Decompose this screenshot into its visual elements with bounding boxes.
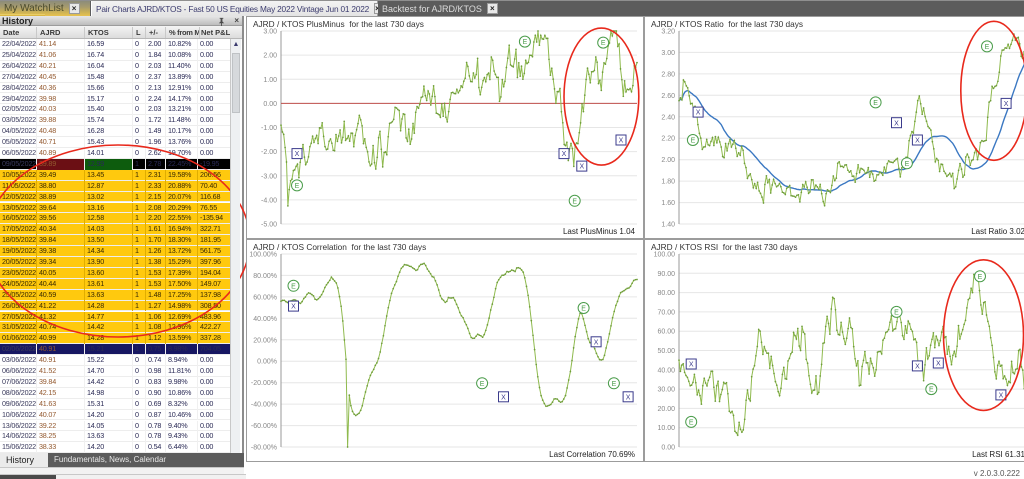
svg-text:-5.00: -5.00 — [261, 222, 277, 229]
svg-text:90.00: 90.00 — [657, 271, 675, 278]
svg-text:1.40: 1.40 — [661, 222, 675, 229]
svg-text:Last Ratio 3.02: Last Ratio 3.02 — [971, 227, 1024, 236]
svg-text:E: E — [523, 39, 528, 46]
svg-text:50.00: 50.00 — [657, 348, 675, 355]
svg-text:X: X — [999, 393, 1004, 400]
svg-text:E: E — [691, 138, 696, 145]
svg-text:X: X — [562, 151, 567, 158]
svg-text:Last Correlation 70.69%: Last Correlation 70.69% — [549, 450, 635, 459]
svg-text:X: X — [579, 164, 584, 171]
svg-text:2.60: 2.60 — [661, 93, 675, 100]
svg-text:3.00: 3.00 — [263, 29, 277, 36]
svg-text:0.00: 0.00 — [263, 101, 277, 108]
svg-text:E: E — [581, 306, 586, 313]
svg-text:X: X — [936, 361, 941, 368]
svg-text:X: X — [915, 364, 920, 371]
svg-text:X: X — [626, 394, 631, 401]
svg-text:Last PlusMinus 1.04: Last PlusMinus 1.04 — [563, 227, 636, 236]
svg-text:E: E — [291, 283, 296, 290]
svg-text:20.00: 20.00 — [657, 406, 675, 413]
svg-text:1.00: 1.00 — [263, 77, 277, 84]
svg-text:X: X — [295, 151, 300, 158]
svg-text:E: E — [894, 310, 899, 317]
svg-text:2.40: 2.40 — [661, 114, 675, 121]
svg-text:E: E — [873, 100, 878, 107]
svg-text:E: E — [905, 161, 910, 168]
svg-text:-4.00: -4.00 — [261, 197, 277, 204]
svg-text:80.00: 80.00 — [657, 290, 675, 297]
svg-text:AJRD / KTOS Ratio for the las: AJRD / KTOS Ratio for the last 730 days — [651, 19, 803, 29]
svg-text:E: E — [689, 420, 694, 427]
svg-text:100.00: 100.00 — [654, 252, 676, 259]
svg-text:2.80: 2.80 — [661, 71, 675, 78]
svg-text:E: E — [612, 381, 617, 388]
svg-text:0.00%: 0.00% — [257, 359, 277, 366]
svg-text:E: E — [480, 381, 485, 388]
svg-text:E: E — [601, 40, 606, 47]
svg-text:X: X — [619, 138, 624, 145]
svg-text:Last RSI 61.31: Last RSI 61.31 — [972, 450, 1024, 459]
svg-text:40.00: 40.00 — [657, 367, 675, 374]
svg-text:1.60: 1.60 — [661, 200, 675, 207]
svg-text:-1.00: -1.00 — [261, 125, 277, 132]
svg-text:X: X — [894, 120, 899, 127]
svg-text:20.00%: 20.00% — [253, 337, 277, 344]
svg-text:X: X — [696, 110, 701, 117]
svg-text:X: X — [291, 304, 296, 311]
svg-text:-3.00: -3.00 — [261, 173, 277, 180]
svg-text:E: E — [295, 183, 300, 190]
svg-text:X: X — [1004, 101, 1009, 108]
svg-text:80.00%: 80.00% — [253, 273, 277, 280]
svg-text:X: X — [501, 394, 506, 401]
svg-text:E: E — [929, 387, 934, 394]
svg-text:X: X — [689, 362, 694, 369]
svg-text:2.00: 2.00 — [263, 53, 277, 60]
svg-text:-40.00%: -40.00% — [251, 402, 277, 409]
svg-text:AJRD / KTOS RSI for the last: AJRD / KTOS RSI for the last 730 days — [651, 242, 797, 252]
svg-text:-80.00%: -80.00% — [251, 445, 277, 452]
svg-text:2.00: 2.00 — [661, 157, 675, 164]
svg-text:60.00%: 60.00% — [253, 294, 277, 301]
svg-text:1.80: 1.80 — [661, 179, 675, 186]
svg-text:2.20: 2.20 — [661, 136, 675, 143]
svg-text:-20.00%: -20.00% — [251, 380, 277, 387]
svg-text:30.00: 30.00 — [657, 387, 675, 394]
svg-text:-2.00: -2.00 — [261, 149, 277, 156]
svg-text:AJRD / KTOS Correlation for t: AJRD / KTOS Correlation for the last 730… — [253, 242, 426, 252]
svg-text:3.20: 3.20 — [661, 29, 675, 36]
svg-text:AJRD / KTOS PlusMinus for the: AJRD / KTOS PlusMinus for the last 730 d… — [253, 19, 424, 29]
svg-text:100.00%: 100.00% — [249, 252, 277, 259]
svg-text:40.00%: 40.00% — [253, 316, 277, 323]
svg-text:X: X — [915, 138, 920, 145]
svg-text:10.00: 10.00 — [657, 425, 675, 432]
svg-text:E: E — [572, 198, 577, 205]
svg-text:E: E — [978, 274, 983, 281]
svg-text:X: X — [594, 339, 599, 346]
svg-text:3.00: 3.00 — [661, 50, 675, 57]
svg-text:0.00: 0.00 — [661, 445, 675, 452]
svg-text:70.00: 70.00 — [657, 309, 675, 316]
svg-text:E: E — [985, 44, 990, 51]
svg-text:60.00: 60.00 — [657, 329, 675, 336]
svg-text:-60.00%: -60.00% — [251, 423, 277, 430]
